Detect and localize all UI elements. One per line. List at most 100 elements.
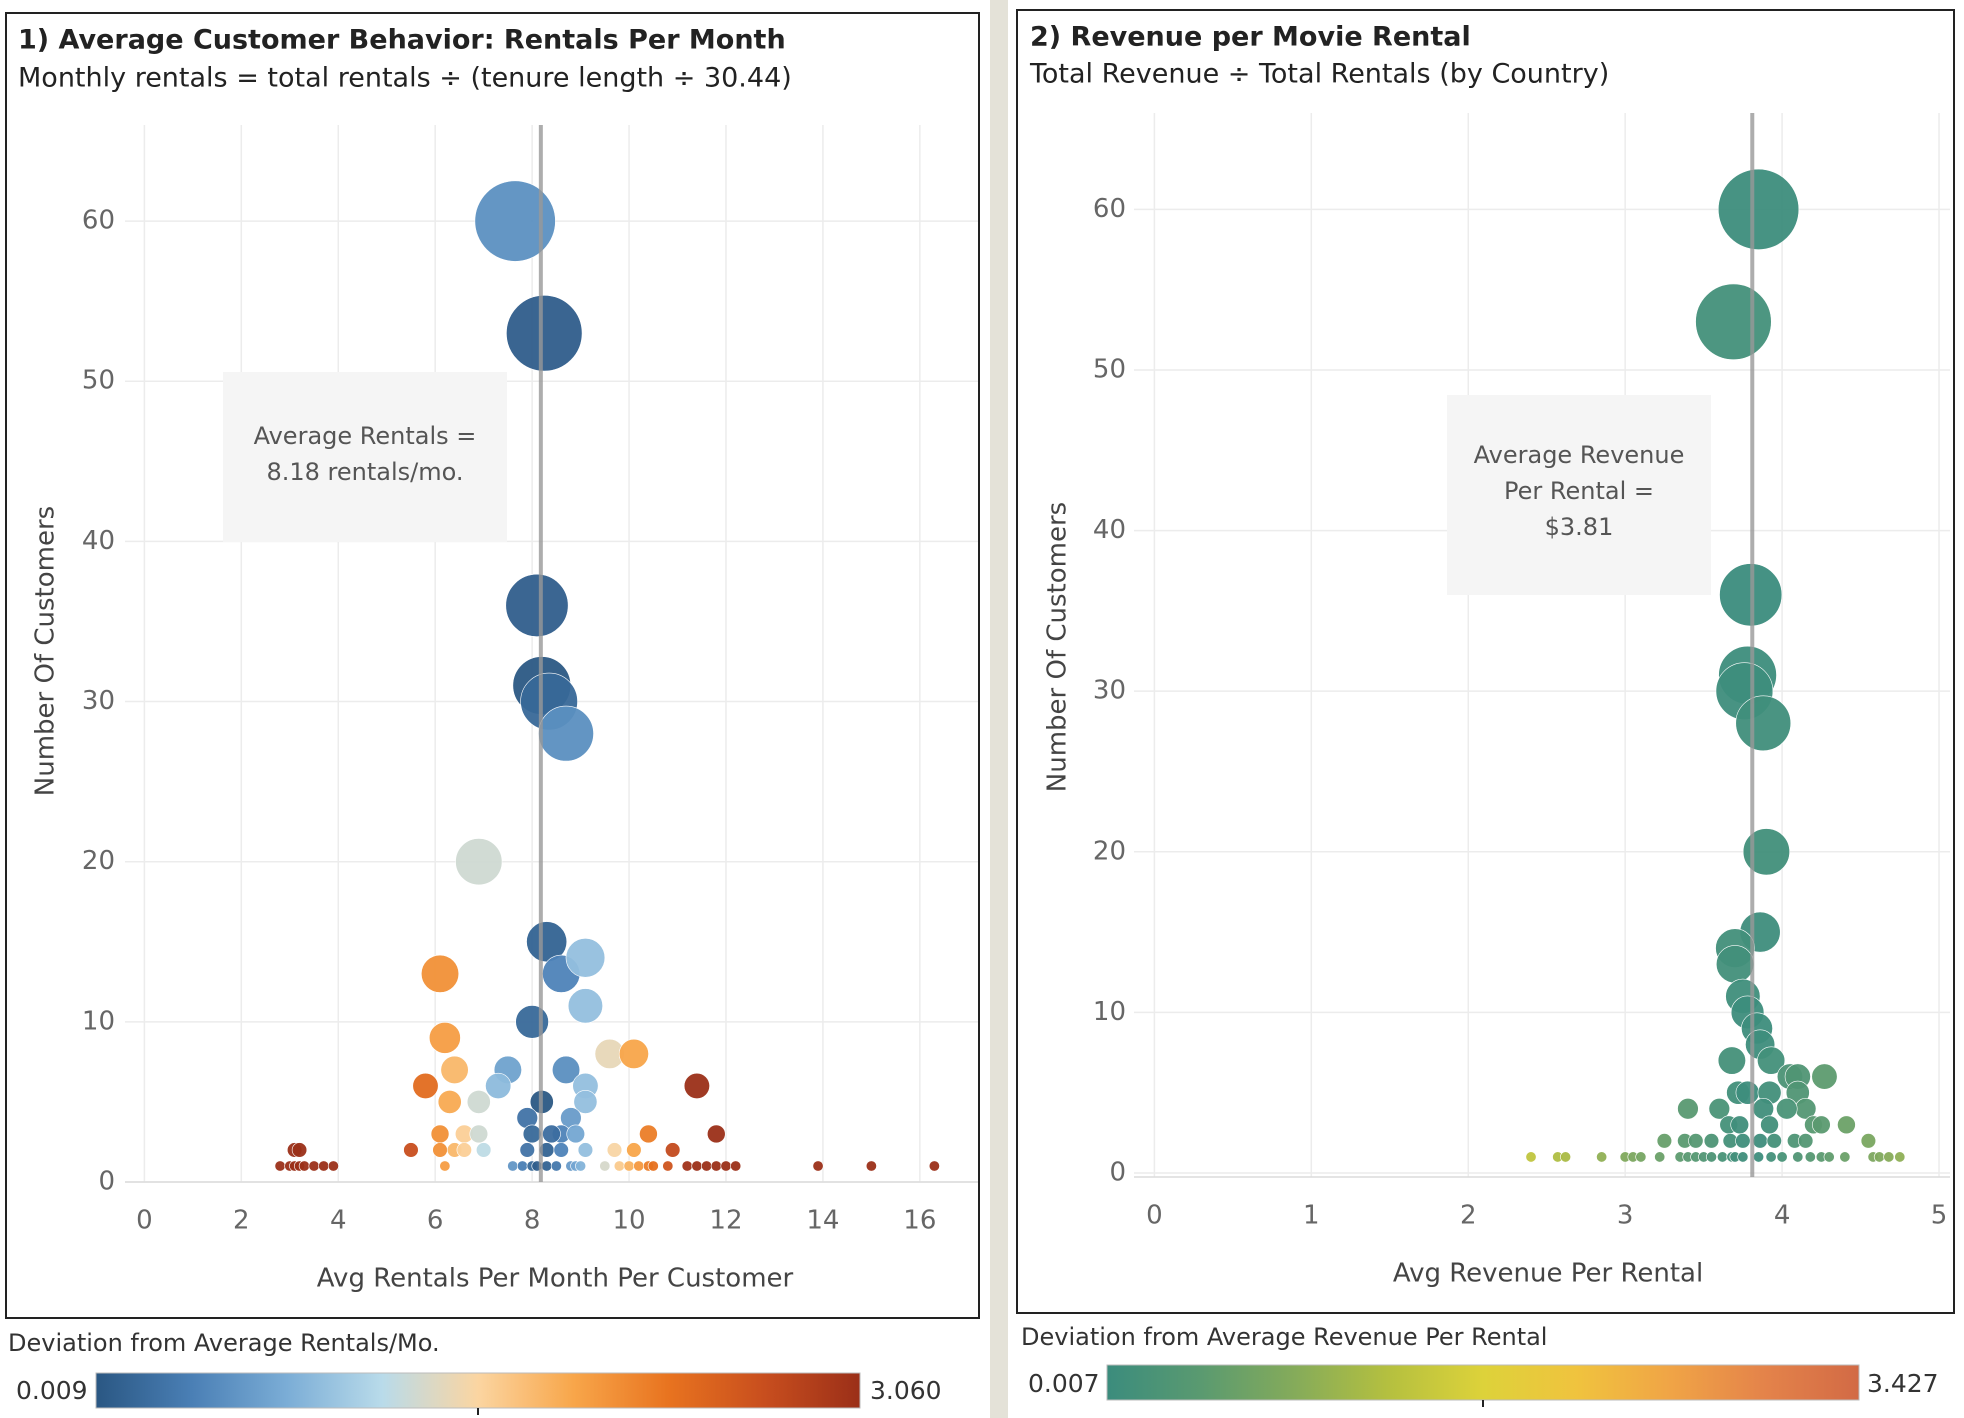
bubble (506, 295, 583, 372)
x-tick-label: 0 (1146, 1201, 1163, 1231)
bubble (1705, 1151, 1717, 1163)
bubble (1823, 1151, 1835, 1163)
bubble (730, 1160, 742, 1172)
bubble (439, 1160, 451, 1172)
bubble (327, 1160, 339, 1172)
chart-subtitle: Monthly rentals = total rentals ÷ (tenur… (18, 63, 792, 94)
bubble (430, 1124, 450, 1144)
panel-border (1016, 9, 1955, 1314)
bubble (683, 1072, 710, 1099)
bubble (428, 1021, 461, 1054)
bubble (1656, 1133, 1673, 1149)
y-tick-label: 10 (82, 1006, 115, 1036)
x-tick-label: 14 (806, 1206, 839, 1236)
bubble (1753, 1151, 1765, 1163)
bubble (432, 1142, 448, 1158)
divider (990, 0, 1008, 1418)
bubble (298, 1160, 310, 1172)
y-tick-label: 50 (82, 366, 115, 396)
annotation-text: Average Rentals = (254, 422, 477, 450)
y-tick-label: 30 (1093, 676, 1126, 706)
y-tick-label: 40 (1093, 515, 1126, 545)
bubble (1635, 1151, 1647, 1163)
annotation-box (1447, 395, 1711, 595)
bubble (1735, 695, 1792, 752)
bubble (551, 1055, 581, 1084)
bubble (606, 1142, 623, 1158)
bubble (474, 180, 556, 262)
bubble (1742, 828, 1790, 876)
bubble (542, 1124, 561, 1144)
bubble (403, 1142, 419, 1158)
y-axis-label: Number Of Customers (1043, 502, 1073, 792)
bubble (812, 1160, 824, 1172)
legend-min: 0.009 (16, 1376, 88, 1405)
bubble (1860, 1133, 1877, 1149)
bubble (613, 1160, 625, 1172)
y-tick-label: 0 (98, 1167, 115, 1197)
bubble (469, 1124, 489, 1144)
bubble (519, 1142, 535, 1158)
bubble (485, 1072, 512, 1099)
bubble (456, 1142, 472, 1158)
bubble (1735, 1080, 1760, 1105)
bubble (1717, 1046, 1746, 1075)
bubble (633, 1160, 645, 1172)
x-tick-label: 0 (136, 1206, 153, 1236)
bubble (291, 1142, 308, 1158)
annotation-text: Per Rental = (1504, 477, 1654, 505)
bubble (626, 1142, 642, 1158)
bubble (1812, 1115, 1831, 1135)
bubble (1596, 1151, 1608, 1163)
bubble (1883, 1151, 1895, 1163)
bubble (1688, 1133, 1704, 1149)
bubble (1873, 1151, 1885, 1163)
bubble (455, 838, 503, 886)
bubble (665, 1142, 681, 1158)
x-tick-label: 2 (1460, 1201, 1477, 1231)
bubble (1811, 1063, 1838, 1090)
bubble (567, 988, 603, 1024)
y-tick-label: 30 (82, 686, 115, 716)
bubble (1776, 1151, 1788, 1163)
bubble (1766, 1133, 1782, 1149)
bubble (318, 1160, 330, 1172)
y-tick-label: 20 (82, 846, 115, 876)
bubble (550, 1160, 562, 1172)
x-tick-label: 6 (427, 1206, 444, 1236)
x-tick-label: 4 (330, 1206, 347, 1236)
y-axis-label: Number Of Customers (31, 506, 61, 796)
bubble (1717, 168, 1800, 250)
x-tick-label: 5 (1931, 1201, 1948, 1231)
y-tick-label: 0 (1109, 1157, 1126, 1187)
bubble (1797, 1133, 1814, 1149)
annotation-box (223, 372, 507, 542)
bubble (573, 1089, 598, 1114)
bubble (1894, 1151, 1906, 1163)
bubble (1757, 1046, 1786, 1075)
y-tick-label: 40 (82, 526, 115, 556)
x-tick-label: 1 (1303, 1201, 1320, 1231)
bubble (662, 1160, 674, 1172)
bubble (1837, 1115, 1856, 1135)
bubble (599, 1160, 611, 1172)
legend-bar (95, 1372, 861, 1409)
bubble (618, 1038, 649, 1069)
annotation-text: $3.81 (1545, 513, 1614, 541)
bubble (541, 1160, 553, 1172)
bubble (505, 573, 569, 637)
legend-bar (1106, 1364, 1860, 1401)
bubble (420, 954, 460, 993)
x-tick-label: 10 (612, 1206, 645, 1236)
x-tick-label: 2 (233, 1206, 250, 1236)
legend-max: 3.427 (1867, 1369, 1939, 1398)
bubble (1525, 1151, 1537, 1163)
bubble (1760, 1115, 1779, 1135)
x-tick-label: 16 (903, 1206, 936, 1236)
chart-title: 1) Average Customer Behavior: Rentals Pe… (18, 25, 786, 56)
bubble (566, 1124, 586, 1144)
x-axis-label: Avg Revenue Per Rental (1393, 1259, 1703, 1289)
annotation-text: 8.18 rentals/mo. (266, 458, 463, 486)
bubble (1654, 1151, 1666, 1163)
y-tick-label: 60 (82, 206, 115, 236)
